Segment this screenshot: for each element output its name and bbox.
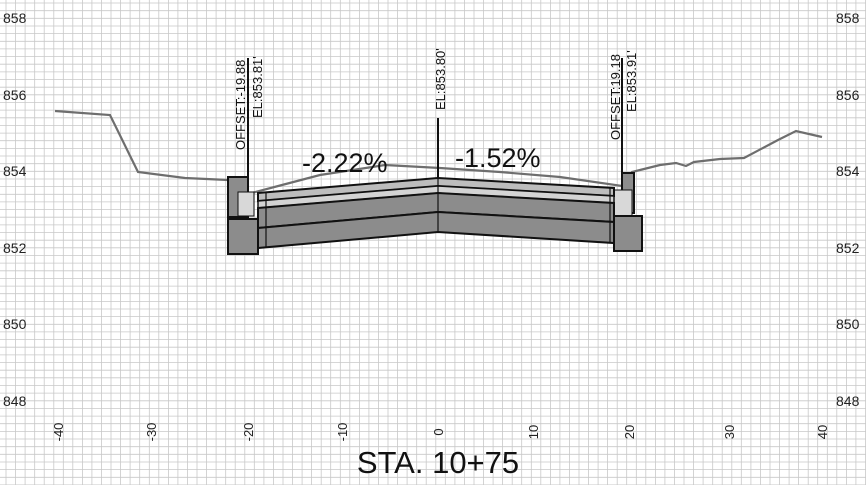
station-title: STA. 10+75 xyxy=(357,445,519,480)
station-label: 40 xyxy=(815,425,830,439)
left-grade-label: -2.22% xyxy=(302,148,388,178)
center-elevation-label: EL:853.80' xyxy=(433,48,448,110)
station-label: -40 xyxy=(51,423,66,442)
elevation-label: 856 xyxy=(836,87,860,103)
station-label: 0 xyxy=(431,428,446,435)
right-elevation-label: EL:853.91' xyxy=(624,50,639,112)
elevation-label: 854 xyxy=(3,163,27,179)
pavement-section xyxy=(227,172,643,255)
elevation-label: 858 xyxy=(3,10,27,26)
elevation-label: 848 xyxy=(836,393,860,409)
left-curb-fill xyxy=(237,191,255,217)
elevation-label: 848 xyxy=(3,393,27,409)
station-label: -30 xyxy=(144,423,159,442)
elevation-label: 852 xyxy=(3,240,27,256)
right-grade-label: -1.52% xyxy=(455,143,541,173)
right-offset-label: OFFSET:19.18 xyxy=(608,54,623,140)
station-label: -20 xyxy=(241,423,256,442)
station-axis: -40 -30 -20 -10 0 10 20 30 40 xyxy=(51,423,830,442)
elevation-label: 856 xyxy=(3,87,27,103)
elevation-label: 852 xyxy=(836,240,860,256)
left-offset-label: OFFSET:-19.88 xyxy=(233,60,248,150)
elevation-label: 850 xyxy=(3,316,27,332)
station-label: -10 xyxy=(335,423,350,442)
elevation-label: 858 xyxy=(836,10,860,26)
right-foundation xyxy=(613,215,643,252)
elevation-label: 850 xyxy=(836,316,860,332)
station-label: 20 xyxy=(622,425,637,439)
elevation-label: 854 xyxy=(836,163,860,179)
elevation-axis-left: 858 856 854 852 850 848 xyxy=(3,10,27,409)
existing-ground-line xyxy=(54,109,823,196)
elevation-axis-right: 858 856 854 852 850 848 xyxy=(836,10,860,409)
left-foundation xyxy=(227,218,259,255)
station-label: 30 xyxy=(722,425,737,439)
left-elevation-label: EL:853.81' xyxy=(250,56,265,118)
station-label: 10 xyxy=(526,425,541,439)
right-curb-fill xyxy=(613,189,633,217)
